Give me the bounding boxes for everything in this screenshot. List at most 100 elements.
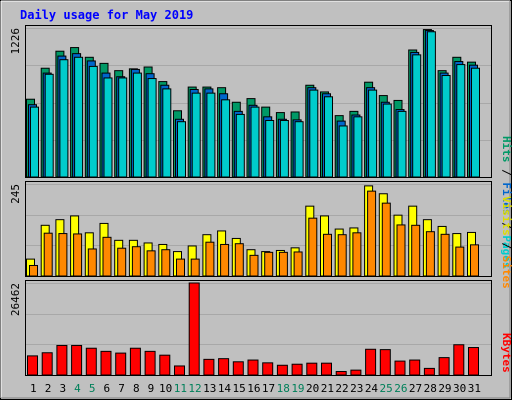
bar-sites-day-17 bbox=[264, 251, 274, 277]
x-tick-label: 24 bbox=[365, 382, 379, 395]
bar-kbytes-day-19 bbox=[291, 363, 303, 376]
bar-pages-day-29 bbox=[441, 75, 451, 178]
bar-pages-day-10 bbox=[162, 88, 172, 178]
legend-sites: Sites bbox=[500, 256, 512, 289]
bar-sites-day-1 bbox=[29, 264, 38, 277]
bar-sites-day-2 bbox=[43, 232, 53, 277]
bar-pages-day-19 bbox=[294, 121, 304, 178]
bar-sites-day-16 bbox=[249, 254, 259, 277]
x-tick-label: 17 bbox=[262, 382, 275, 395]
x-tick-label: 18 bbox=[277, 382, 290, 395]
legend-files: Files bbox=[500, 182, 512, 215]
bar-kbytes-day-1 bbox=[27, 355, 38, 376]
bar-pages-day-27 bbox=[412, 54, 422, 178]
bar-kbytes-day-18 bbox=[276, 364, 288, 376]
x-tick-label: 21 bbox=[321, 382, 334, 395]
kbytes-ymax-label: 26462 bbox=[9, 283, 22, 316]
bar-kbytes-day-10 bbox=[159, 354, 171, 376]
visits-ymax-label: 245 bbox=[9, 184, 22, 204]
hits-legend: Hits / Files / Pages bbox=[500, 136, 512, 269]
bar-pages-day-30 bbox=[456, 64, 466, 178]
bar-sites-day-8 bbox=[131, 246, 141, 277]
bar-kbytes-day-22 bbox=[335, 371, 347, 376]
bar-pages-day-9 bbox=[147, 78, 157, 178]
legend-pages: Pages bbox=[500, 235, 512, 268]
x-tick-label: 5 bbox=[89, 382, 96, 395]
bar-sites-day-14 bbox=[220, 243, 230, 277]
bar-kbytes-day-30 bbox=[453, 344, 465, 376]
x-tick-label: 3 bbox=[59, 382, 66, 395]
bar-kbytes-day-6 bbox=[100, 350, 112, 376]
bar-kbytes-day-3 bbox=[56, 344, 68, 376]
bar-pages-day-3 bbox=[59, 59, 69, 178]
bar-kbytes-day-8 bbox=[129, 347, 141, 376]
bar-pages-day-6 bbox=[103, 77, 113, 178]
bar-pages-day-23 bbox=[353, 116, 363, 178]
bar-sites-day-24 bbox=[367, 190, 377, 277]
bar-sites-day-6 bbox=[102, 236, 112, 277]
bar-pages-day-28 bbox=[426, 31, 436, 178]
x-tick-label: 9 bbox=[148, 382, 155, 395]
bar-pages-day-1 bbox=[30, 106, 39, 178]
bar-kbytes-day-21 bbox=[321, 362, 332, 376]
x-tick-label: 25 bbox=[380, 382, 393, 395]
bar-pages-day-15 bbox=[235, 113, 245, 178]
bar-kbytes-day-5 bbox=[85, 347, 97, 376]
bar-kbytes-day-13 bbox=[203, 358, 215, 376]
bar-sites-day-25 bbox=[381, 202, 391, 277]
x-tick-label: 22 bbox=[335, 382, 348, 395]
bar-pages-day-4 bbox=[74, 56, 84, 178]
bar-sites-day-20 bbox=[308, 217, 318, 277]
bar-sites-day-18 bbox=[278, 251, 288, 277]
bar-kbytes-day-23 bbox=[350, 369, 362, 376]
x-tick-label: 28 bbox=[424, 382, 437, 395]
legend-visits: Visits bbox=[500, 196, 512, 236]
bar-kbytes-day-12 bbox=[188, 282, 200, 376]
x-tick-label: 19 bbox=[291, 382, 304, 395]
bar-pages-day-24 bbox=[368, 89, 378, 178]
bar-kbytes-day-29 bbox=[438, 357, 450, 376]
bar-pages-day-31 bbox=[471, 67, 480, 178]
bar-kbytes-day-16 bbox=[247, 359, 259, 376]
bar-pages-day-13 bbox=[206, 92, 216, 178]
bar-sites-day-7 bbox=[117, 247, 127, 277]
bar-sites-day-19 bbox=[293, 251, 303, 277]
bar-pages-day-26 bbox=[397, 110, 407, 178]
x-tick-label: 14 bbox=[218, 382, 232, 395]
bar-sites-day-30 bbox=[455, 246, 465, 277]
bar-sites-day-15 bbox=[234, 243, 244, 277]
bar-sites-day-10 bbox=[161, 249, 171, 277]
legend-hits: Hits bbox=[500, 136, 512, 163]
x-tick-label: 4 bbox=[74, 382, 81, 395]
hits-ymax-label: 1226 bbox=[9, 28, 22, 55]
x-tick-label: 20 bbox=[306, 382, 319, 395]
bar-pages-day-7 bbox=[118, 77, 128, 178]
chart-title: Daily usage for May 2019 bbox=[20, 8, 193, 22]
x-tick-label: 29 bbox=[438, 382, 451, 395]
bar-pages-day-2 bbox=[44, 73, 54, 178]
bar-pages-day-25 bbox=[382, 103, 392, 178]
x-tick-label: 8 bbox=[133, 382, 140, 395]
bar-pages-day-16 bbox=[250, 106, 260, 178]
bar-kbytes-day-20 bbox=[306, 362, 318, 376]
bar-pages-day-5 bbox=[88, 65, 98, 178]
bar-sites-day-26 bbox=[396, 224, 406, 277]
bar-kbytes-day-14 bbox=[218, 358, 230, 376]
x-tick-label: 27 bbox=[409, 382, 422, 395]
bar-sites-day-31 bbox=[470, 244, 479, 277]
bar-pages-day-22 bbox=[338, 125, 348, 178]
bar-sites-day-28 bbox=[425, 231, 435, 277]
x-tick-label: 6 bbox=[104, 382, 111, 395]
x-tick-label: 15 bbox=[233, 382, 246, 395]
bar-pages-day-17 bbox=[265, 119, 275, 178]
bar-sites-day-5 bbox=[87, 248, 97, 277]
bar-kbytes-day-24 bbox=[365, 348, 377, 376]
x-tick-label: 12 bbox=[188, 382, 201, 395]
bar-kbytes-day-4 bbox=[71, 344, 83, 376]
x-tick-label: 10 bbox=[159, 382, 172, 395]
bar-pages-day-14 bbox=[221, 99, 231, 178]
x-tick-label: 31 bbox=[468, 382, 481, 395]
bar-kbytes-day-27 bbox=[409, 359, 421, 376]
x-tick-label: 26 bbox=[394, 382, 407, 395]
